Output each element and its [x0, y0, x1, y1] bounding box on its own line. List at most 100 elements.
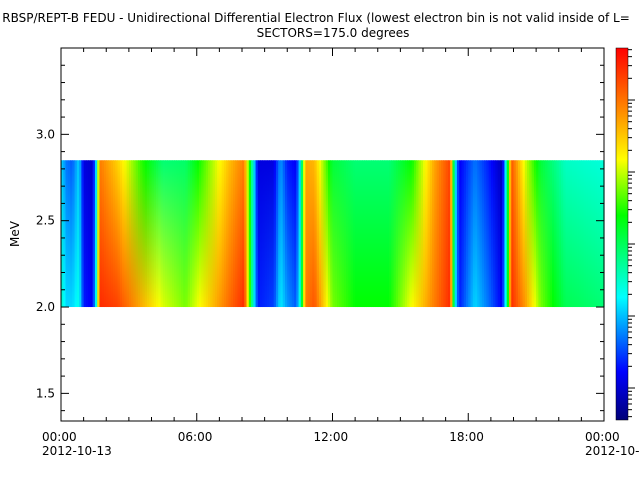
spectrogram-cell — [520, 160, 524, 308]
spectrogram-cell — [151, 160, 155, 308]
spectrogram-cell — [404, 160, 408, 308]
spectrogram-cell — [323, 160, 327, 308]
spectrogram-cell — [167, 160, 171, 308]
spectrogram-cell — [370, 160, 374, 308]
spectrogram-cell — [554, 160, 558, 308]
spectrogram-cell — [275, 160, 279, 308]
spectrogram-cell — [307, 160, 311, 308]
spectrogram-cell — [588, 160, 592, 308]
spectrogram-cell — [490, 160, 494, 308]
spectrogram-cell — [128, 160, 132, 308]
spectrogram-cell — [325, 160, 329, 308]
y-tick-label: 1.5 — [36, 386, 55, 400]
x-tick-label: 06:00 — [178, 430, 213, 444]
spectrogram-cell — [352, 160, 356, 308]
spectrogram-cell — [536, 160, 539, 308]
spectrogram-cell — [334, 160, 338, 308]
spectrogram-cell — [436, 160, 440, 308]
spectrogram-cell — [475, 160, 478, 308]
spectrogram-cell — [219, 160, 223, 308]
spectrogram-cell — [158, 160, 162, 308]
spectrogram-cell — [330, 160, 334, 308]
spectrogram-cell — [481, 160, 485, 308]
spectrogram-cell — [244, 160, 248, 308]
spectrogram-cell — [459, 160, 463, 308]
spectrogram-cell — [282, 160, 286, 308]
spectrogram-cell — [441, 160, 444, 308]
spectrogram-cell — [513, 160, 517, 308]
spectrogram-cell — [135, 160, 139, 308]
spectrogram-cell — [212, 160, 216, 308]
spectrogram-cell — [359, 160, 363, 308]
spectrogram-cell — [189, 160, 193, 308]
spectrogram-cell — [316, 160, 320, 308]
spectrogram-cell — [271, 160, 275, 308]
spectrogram-cell — [67, 160, 71, 308]
spectrogram-cell — [599, 160, 603, 308]
x-tick-label: 12:00 — [314, 430, 349, 444]
spectrogram-cell — [484, 160, 487, 308]
spectrogram-cell — [101, 160, 105, 308]
spectrogram-cell — [511, 160, 515, 308]
spectrogram-cell — [235, 160, 239, 308]
spectrogram-cell — [382, 160, 386, 308]
spectrogram-cell — [445, 160, 449, 308]
spectrogram-cell — [443, 160, 447, 308]
spectrogram-cell — [176, 160, 180, 308]
y-axis-label: MeV — [8, 220, 22, 247]
spectrogram-cell — [461, 160, 465, 308]
spectrogram-cell — [185, 160, 189, 308]
spectrogram-cell — [465, 160, 469, 308]
spectrogram-cell — [398, 160, 401, 308]
spectrogram-cell — [171, 160, 175, 308]
spectrogram-cell — [90, 160, 94, 308]
spectrogram-cell — [205, 160, 209, 308]
spectrogram-cell — [479, 160, 483, 308]
spectrogram-cells — [61, 160, 605, 308]
spectrogram-cell — [497, 160, 501, 308]
spectrogram-cell — [305, 160, 309, 308]
spectrogram-cell — [332, 160, 336, 308]
spectrogram-cell — [346, 160, 349, 308]
spectrogram-cell — [581, 160, 585, 308]
spectrogram-cell — [425, 160, 429, 308]
spectrogram-cell — [74, 160, 78, 308]
spectrogram-cell — [298, 160, 302, 308]
spectrogram-cell — [309, 160, 313, 308]
x-tick-date-label: 2012-10-14 — [585, 444, 640, 458]
spectrogram-cell — [156, 160, 159, 308]
spectrogram-cell — [284, 160, 288, 308]
spectrogram-cell — [174, 160, 177, 308]
x-tick-date-label: 2012-10-13 — [42, 444, 112, 458]
spectrogram-cell — [409, 160, 413, 308]
spectrogram-cell — [126, 160, 130, 308]
spectrogram-cell — [561, 160, 564, 308]
spectrogram-cell — [429, 160, 433, 308]
spectrogram-cell — [522, 160, 526, 308]
spectrogram-cell — [527, 160, 530, 308]
spectrogram-cell — [291, 160, 295, 308]
spectrogram-cell — [366, 160, 370, 308]
spectrogram-cell — [287, 160, 291, 308]
spectrogram-cell — [294, 160, 297, 308]
spectrogram-cell — [169, 160, 173, 308]
spectrogram-cell — [103, 160, 107, 308]
spectrogram-cell — [549, 160, 553, 308]
spectrogram-cell — [585, 160, 589, 308]
spectrogram-cell — [210, 160, 214, 308]
spectrogram-cell — [567, 160, 571, 308]
spectrogram-cell — [574, 160, 578, 308]
spectrogram-cell — [556, 160, 560, 308]
spectrogram-cell — [131, 160, 134, 308]
spectrogram-cell — [149, 160, 153, 308]
spectrogram-cell — [196, 160, 200, 308]
spectrogram-cell — [389, 160, 392, 308]
spectrogram-cell — [579, 160, 582, 308]
spectrogram-cell — [142, 160, 146, 308]
spectrogram-cell — [303, 160, 306, 308]
spectrogram-cell — [416, 160, 420, 308]
spectrogram-cell — [85, 160, 89, 308]
spectrogram-cell — [337, 160, 340, 308]
spectrogram-cell — [350, 160, 354, 308]
